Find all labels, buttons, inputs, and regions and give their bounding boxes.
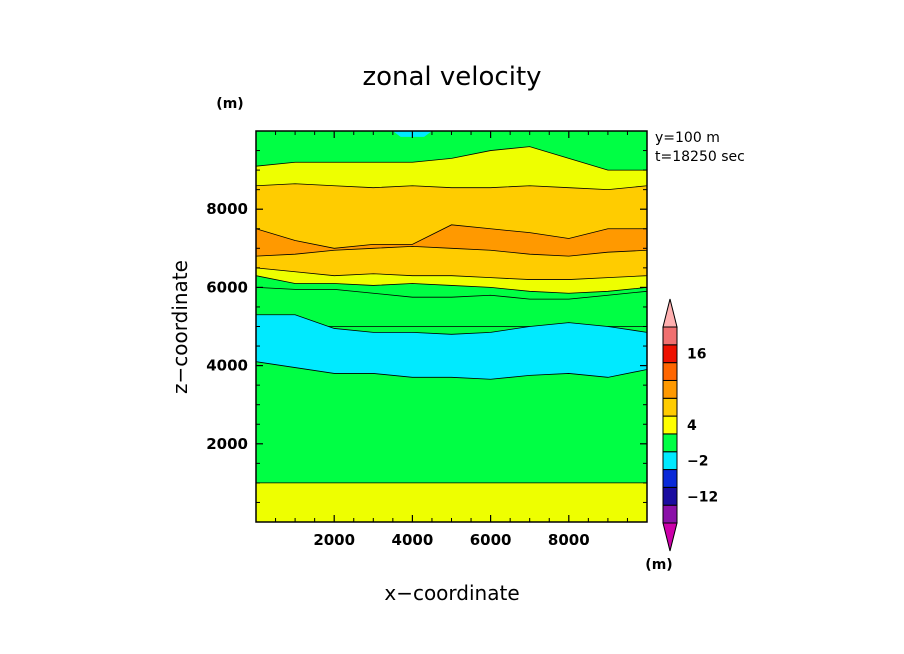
y-tick-label: 8000 bbox=[206, 200, 248, 218]
colorbar-box bbox=[662, 362, 678, 381]
colorbar-box bbox=[662, 326, 678, 346]
chart-title: zonal velocity bbox=[362, 62, 541, 92]
colorbar-box bbox=[662, 469, 678, 488]
y-axis-label: z−coordinate bbox=[168, 260, 192, 394]
colorbar-tick-label: 4 bbox=[687, 418, 697, 434]
y-tick-label: 2000 bbox=[206, 435, 248, 453]
contour-band-yellow-lower bbox=[256, 482, 647, 522]
y-axis-unit: (m) bbox=[216, 96, 243, 112]
colorbar: 16 4 −2 −12 bbox=[662, 298, 718, 552]
x-axis-ticks: 2000 4000 6000 8000 bbox=[275, 131, 628, 549]
annotation-time: t=18250 sec bbox=[655, 149, 745, 165]
colorbar-box bbox=[662, 486, 678, 506]
colorbar-box bbox=[662, 379, 678, 399]
colorbar-box bbox=[662, 415, 678, 435]
colorbar-unit: (m) bbox=[645, 557, 672, 573]
contour-band-green-mid bbox=[256, 286, 647, 327]
colorbar-box bbox=[662, 397, 678, 417]
colorbar-box bbox=[662, 433, 678, 453]
colorbar-min-arrow bbox=[662, 522, 678, 552]
y-tick-label: 6000 bbox=[206, 278, 248, 296]
x-tick-label: 6000 bbox=[470, 531, 512, 549]
colorbar-box bbox=[662, 344, 678, 364]
y-tick-label: 4000 bbox=[206, 357, 248, 375]
x-tick-label: 4000 bbox=[392, 531, 434, 549]
contour-band-orange bbox=[256, 224, 647, 257]
contour-band-cyan bbox=[256, 314, 647, 380]
annotation-y: y=100 m bbox=[655, 130, 720, 146]
colorbar-tick-label: −2 bbox=[687, 454, 708, 470]
x-axis-label: x−coordinate bbox=[384, 581, 519, 605]
colorbar-box bbox=[662, 504, 678, 524]
colorbar-tick-label: 16 bbox=[687, 347, 706, 363]
colorbar-tick-label: −12 bbox=[687, 489, 718, 505]
x-tick-label: 8000 bbox=[548, 531, 590, 549]
colorbar-max-arrow bbox=[662, 298, 678, 328]
x-tick-label: 2000 bbox=[313, 531, 355, 549]
colorbar-box bbox=[662, 451, 678, 471]
y-axis-ticks: 2000 4000 6000 8000 bbox=[206, 150, 647, 503]
plot-area bbox=[256, 131, 647, 522]
